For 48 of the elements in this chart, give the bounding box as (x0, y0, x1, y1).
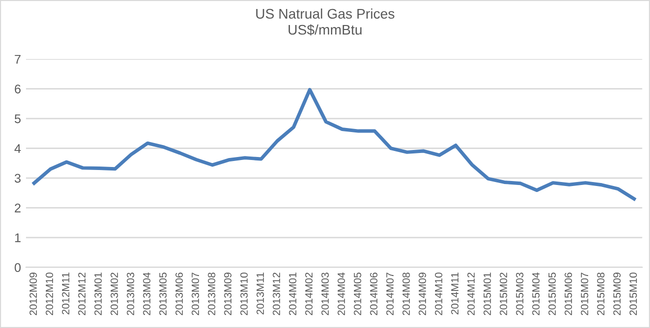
x-tick-label: 2014M10 (434, 272, 442, 316)
x-tick-label: 2014M07 (386, 272, 394, 316)
chart-title: US Natrual Gas Prices US$/mmBtu (256, 8, 394, 36)
x-tick-label: 2013M05 (159, 272, 167, 316)
y-tick-label: 5 (14, 114, 21, 124)
y-tick-label: 1 (15, 233, 21, 242)
x-tick-label: 2015M01 (484, 272, 491, 316)
x-tick-label: 2012M10 (46, 272, 54, 316)
x-tick-label: 2014M03 (321, 272, 329, 316)
x-tick-label: 2014M11 (451, 272, 459, 314)
y-tick-label: 0 (14, 263, 21, 272)
x-tick-label: 2013M09 (224, 272, 232, 316)
x-tick-label: 2012M09 (30, 272, 37, 316)
x-tick-label: 2013M08 (208, 272, 216, 316)
x-tick-label: 2015M09 (613, 272, 621, 316)
x-tick-label: 2013M12 (272, 272, 280, 316)
y-tick-label: 7 (14, 54, 21, 64)
x-tick-label: 2013M10 (240, 272, 248, 316)
y-tick-label: 6 (14, 84, 21, 94)
x-tick-label: 2015M10 (630, 272, 637, 316)
x-tick-label: 2015M05 (548, 272, 556, 316)
x-tick-label: 2014M02 (305, 272, 313, 316)
x-tick-label: 2014M06 (370, 272, 378, 316)
x-tick-label: 2014M12 (467, 272, 475, 316)
x-tick-label: 2014M05 (354, 272, 362, 316)
y-tick-label: 4 (14, 144, 21, 153)
x-tick-label: 2014M08 (402, 272, 410, 316)
x-tick-label: 2012M12 (78, 272, 86, 316)
x-tick-label: 2014M04 (338, 272, 346, 316)
line-series (32, 88, 636, 201)
x-tick-label: 2013M02 (110, 272, 118, 316)
x-tick-label: 2015M07 (580, 272, 588, 316)
x-tick-label: 2015M03 (516, 272, 524, 316)
x-tick-label: 2015M06 (564, 272, 572, 316)
x-tick-label: 2014M09 (418, 272, 426, 316)
x-tick-label: 2012M11 (62, 272, 70, 314)
x-tick-label: 2013M03 (126, 272, 134, 316)
x-tick-label: 2013M11 (256, 272, 264, 314)
y-tick-label: 3 (14, 174, 21, 183)
x-tick-label: 2015M08 (597, 272, 604, 316)
y-tick-label: 2 (14, 204, 21, 212)
x-tick-label: 2013M07 (192, 272, 200, 316)
x-tick-label: 2013M04 (143, 272, 150, 316)
x-tick-label: 2015M02 (500, 272, 508, 316)
x-tick-label: 2015M04 (532, 272, 540, 316)
x-tick-label: 2013M01 (94, 272, 102, 316)
x-tick-label: 2013M06 (175, 272, 183, 316)
x-tick-label: 2014M01 (288, 272, 296, 316)
